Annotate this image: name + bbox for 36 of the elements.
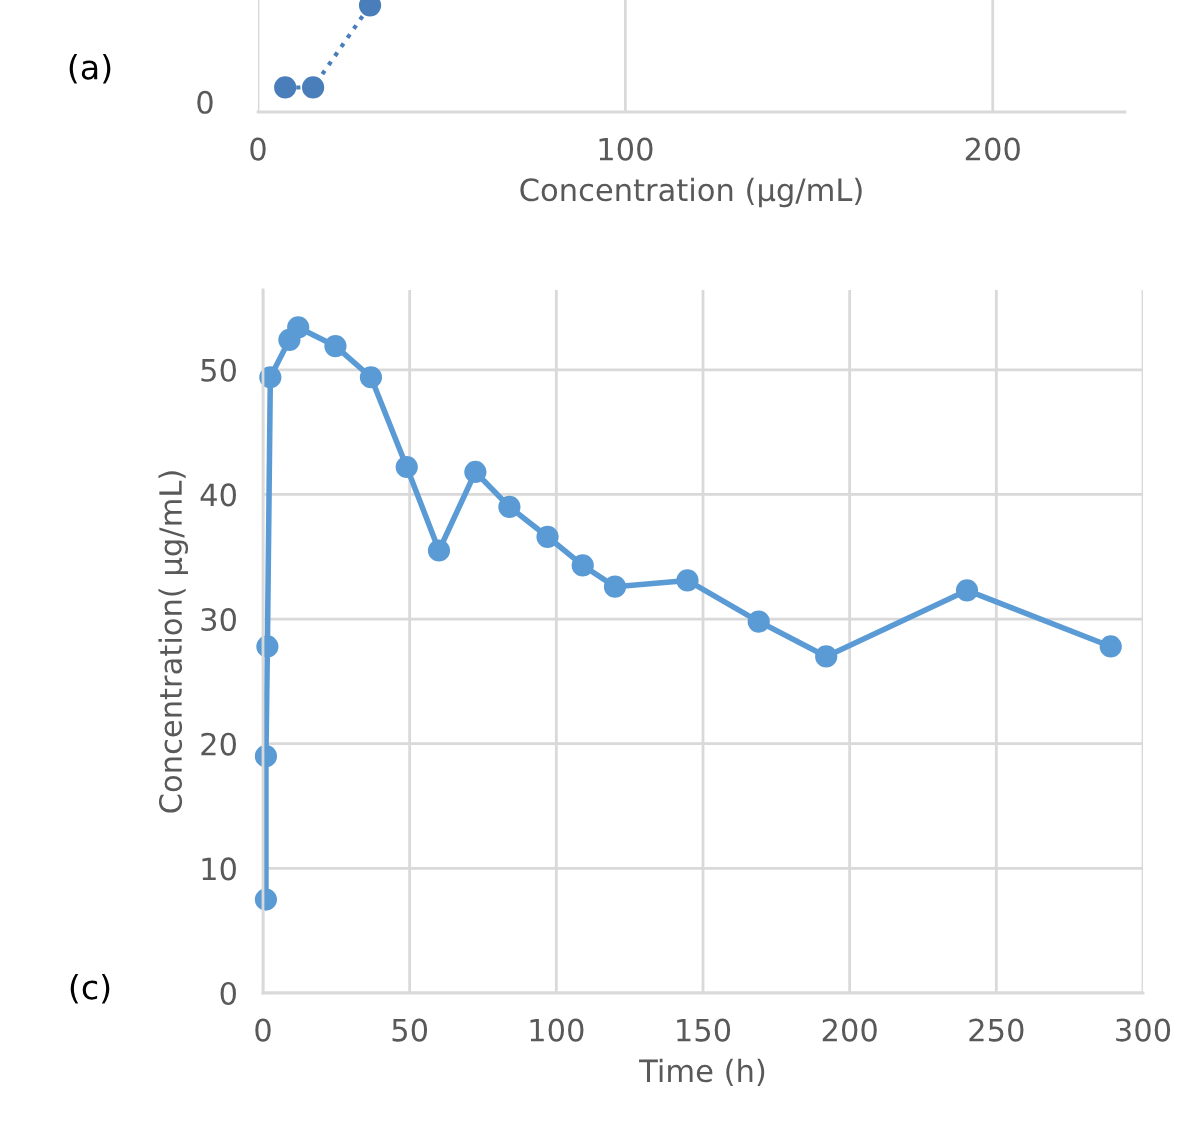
x-tick-label: 150 [677,1018,731,1042]
text: (c) [70,973,110,1004]
point [955,579,979,602]
x-tick-label: 0 [250,137,266,161]
y-tick-label: 0 [220,981,236,1006]
x-tick-label: 300 [1116,1018,1171,1042]
point [359,366,383,389]
x-tick-label: 0 [255,1018,271,1042]
point [747,610,770,633]
y-tick-label: 50 [201,358,236,382]
point [536,525,559,548]
point [676,569,699,592]
x-tick-label: 100 [599,137,653,161]
x-tick-label: 200 [822,1018,877,1042]
x-tick-label: 200 [965,137,1020,161]
y-tick-label: 20 [201,732,236,756]
point [1099,635,1122,658]
y-tick-label: 10 [202,857,236,881]
y-axis-title: Concentration( µg/mL) [158,471,189,813]
point [815,645,838,668]
point [324,334,347,358]
point [464,460,487,484]
x-tick-label: 100 [530,1018,584,1042]
x-axis-title: Time (h) [639,1058,765,1086]
point [498,495,521,518]
point [571,554,594,577]
point [395,455,418,479]
point [603,575,627,598]
y-tick-label: 30 [201,607,236,632]
y-tick-label: 40 [200,483,236,507]
x-axis-title: Concentration (µg/mL) [520,177,862,208]
text: (a) [69,53,111,84]
x-tick-label: 50 [392,1018,428,1042]
x-tick-label: 250 [969,1018,1024,1042]
point [287,316,310,339]
point [427,539,451,562]
